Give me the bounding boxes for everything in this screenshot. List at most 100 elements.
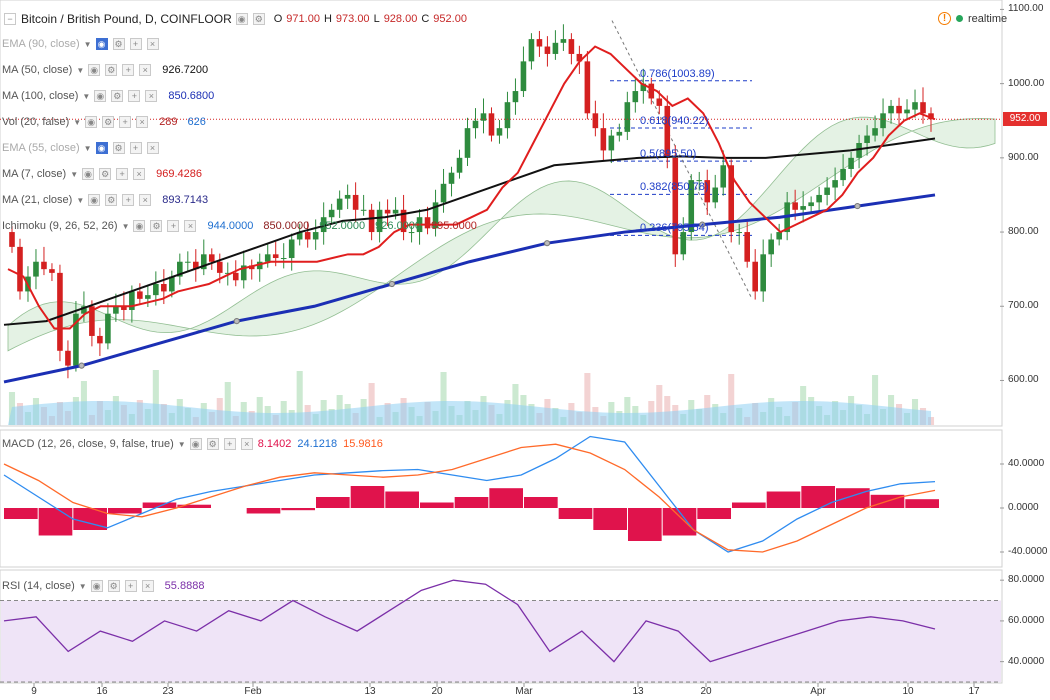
indicator-settings-icon[interactable]: ⚙ [105, 64, 118, 76]
candle-body [704, 180, 711, 203]
indicator-settings-icon[interactable]: ⚙ [105, 194, 118, 206]
price-tick-label: 600.00 [1008, 374, 1039, 386]
indicator-settings-icon[interactable]: ⚙ [112, 142, 125, 154]
macd-eye-icon[interactable]: ◉ [189, 438, 202, 450]
indicator-close-icon[interactable]: × [146, 38, 159, 50]
volume-bar [728, 374, 735, 425]
indicator-settings-icon[interactable]: ⚙ [111, 90, 124, 102]
indicator-eye-icon[interactable]: ◉ [94, 90, 107, 102]
indicator-caret-icon[interactable]: ▼ [83, 39, 92, 49]
indicator-caret-icon[interactable]: ▼ [83, 143, 92, 153]
rsi-band [1, 600, 1001, 682]
candle-body [472, 120, 479, 129]
indicator-legend-row[interactable]: Ichimoku (9, 26, 52, 26) ▼ ◉ ⚙ + × 944.0000 850… [2, 218, 477, 234]
indicator-add-icon[interactable]: + [116, 168, 129, 180]
candle-body [344, 194, 351, 199]
indicator-eye-icon[interactable]: ◉ [88, 64, 101, 76]
rsi-settings-icon[interactable]: ⚙ [107, 580, 120, 592]
fib-level-label: 0.382(850.78) [640, 181, 709, 194]
macd-close-icon[interactable]: × [240, 438, 253, 450]
rsi-tick-label: 60.0000 [1008, 614, 1045, 626]
macd-histogram-bar [524, 497, 558, 508]
alert-icon[interactable]: ! [938, 12, 951, 25]
rsi-close-icon[interactable]: × [141, 580, 154, 592]
indicator-close-icon[interactable]: × [133, 168, 146, 180]
indicator-caret-icon[interactable]: ▼ [121, 221, 130, 231]
indicator-legend-row[interactable]: MA (21, close) ▼ ◉ ⚙ + × 893.7143 [2, 192, 208, 208]
realtime-label: realtime [968, 12, 1008, 25]
indicator-caret-icon[interactable]: ▼ [73, 117, 82, 127]
candle-body [113, 306, 119, 314]
macd-histogram-bar [177, 504, 211, 508]
indicator-legend-row[interactable]: MA (50, close) ▼ ◉ ⚙ + × 926.7200 [2, 62, 208, 78]
collapse-icon[interactable]: − [4, 13, 16, 25]
indicator-settings-icon[interactable]: ⚙ [150, 220, 163, 232]
candle-body [224, 272, 231, 274]
rsi-caret-icon[interactable]: ▼ [78, 581, 87, 591]
volume-bar [440, 372, 447, 425]
indicator-legend-row[interactable]: Vol (20, false) ▼ ◉ ⚙ + × 289 626 [2, 114, 206, 130]
indicator-add-icon[interactable]: + [122, 64, 135, 76]
candle-body [240, 265, 247, 281]
symbol-title: Bitcoin / British Pound, D, COINFLOOR [21, 12, 232, 26]
indicator-add-icon[interactable]: + [167, 220, 180, 232]
indicator-add-icon[interactable]: + [128, 90, 141, 102]
candle-body [89, 306, 95, 336]
eye-icon[interactable]: ◉ [235, 13, 248, 25]
indicator-settings-icon[interactable]: ⚙ [99, 168, 112, 180]
settings-icon[interactable]: ⚙ [252, 13, 265, 25]
indicator-eye-icon[interactable]: ◉ [88, 194, 101, 206]
indicator-caret-icon[interactable]: ▼ [82, 91, 91, 101]
rsi-eye-icon[interactable]: ◉ [90, 580, 103, 592]
indicator-eye-icon[interactable]: ◉ [82, 168, 95, 180]
indicator-settings-icon[interactable]: ⚙ [112, 38, 125, 50]
candle-body [360, 209, 367, 211]
indicator-close-icon[interactable]: × [136, 116, 149, 128]
candle-body [408, 232, 415, 234]
time-tick-label: 17 [968, 686, 980, 697]
indicator-caret-icon[interactable]: ▼ [70, 169, 79, 179]
indicator-close-icon[interactable]: × [139, 64, 152, 76]
candle-body [264, 254, 271, 262]
indicator-close-icon[interactable]: × [145, 90, 158, 102]
candle-body [528, 39, 535, 62]
macd-settings-icon[interactable]: ⚙ [206, 438, 219, 450]
macd-caret-icon[interactable]: ▼ [177, 439, 186, 449]
indicator-legend-row[interactable]: MA (7, close) ▼ ◉ ⚙ + × 969.4286 [2, 166, 202, 182]
indicator-settings-icon[interactable]: ⚙ [102, 116, 115, 128]
indicator-eye-icon[interactable]: ◉ [133, 220, 146, 232]
indicator-add-icon[interactable]: + [129, 142, 142, 154]
candle-body [896, 105, 902, 114]
rsi-value: 55.8888 [164, 580, 205, 592]
candle-body [520, 61, 527, 92]
ohlc-low: 928.00 [383, 13, 418, 25]
indicator-name: MA (21, close) [2, 194, 73, 206]
indicator-caret-icon[interactable]: ▼ [76, 65, 85, 75]
indicator-close-icon[interactable]: × [139, 194, 152, 206]
candle-body [736, 232, 743, 234]
indicator-caret-icon[interactable]: ▼ [76, 195, 85, 205]
indicator-close-icon[interactable]: × [146, 142, 159, 154]
realtime-indicator[interactable]: ! realtime [938, 12, 1007, 25]
indicator-close-icon[interactable]: × [184, 220, 197, 232]
time-tick-label: 13 [364, 686, 376, 697]
indicator-add-icon[interactable]: + [122, 194, 135, 206]
macd-legend-name: MACD (12, 26, close, 9, false, true) [2, 438, 174, 450]
macd-histogram-bar [246, 508, 281, 514]
rsi-add-icon[interactable]: + [124, 580, 137, 592]
candle-body [65, 350, 71, 366]
indicator-eye-icon[interactable]: ◉ [95, 38, 108, 50]
indicator-eye-icon[interactable]: ◉ [95, 142, 108, 154]
indicator-eye-icon[interactable]: ◉ [85, 116, 98, 128]
macd-add-icon[interactable]: + [223, 438, 236, 450]
candle-body [632, 91, 639, 103]
indicator-add-icon[interactable]: + [129, 38, 142, 50]
indicator-add-icon[interactable]: + [119, 116, 132, 128]
indicator-legend-row[interactable]: MA (100, close) ▼ ◉ ⚙ + × 850.6800 [2, 88, 214, 104]
macd-histogram-bar [73, 508, 107, 530]
indicator-legend-row[interactable]: EMA (90, close) ▼ ◉ ⚙ + × [2, 36, 160, 52]
indicator-legend-row[interactable]: EMA (55, close) ▼ ◉ ⚙ + × [2, 140, 160, 156]
time-tick-label: 20 [700, 686, 712, 697]
time-tick-label: Feb [244, 686, 262, 697]
